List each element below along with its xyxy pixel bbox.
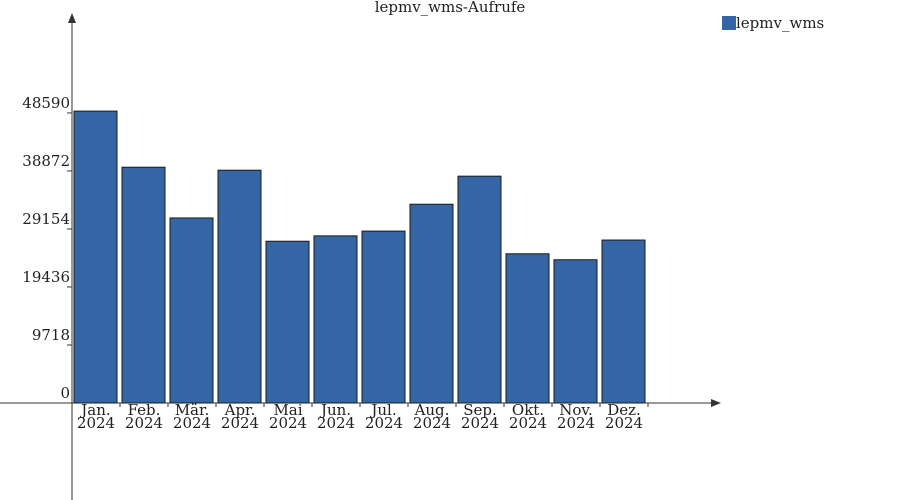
bar	[361, 230, 406, 404]
bar	[553, 259, 598, 404]
bar	[169, 217, 214, 404]
legend-swatch	[722, 16, 736, 30]
x-tick-label: Sep. 2024	[460, 401, 500, 432]
y-tick-label: 19436	[22, 268, 70, 286]
bar	[313, 235, 358, 404]
bar	[217, 169, 262, 404]
bar	[601, 239, 646, 404]
x-tick-label: Jan. 2024	[76, 401, 116, 432]
y-tick-label: 38872	[22, 152, 70, 170]
x-axis-arrow	[711, 399, 721, 407]
y-tick-label: 29154	[22, 210, 70, 228]
bar	[265, 240, 310, 404]
x-tick-label: Mai 2024	[268, 401, 308, 432]
x-tick-label: Nov. 2024	[556, 401, 596, 432]
bar	[409, 203, 454, 404]
bar	[121, 166, 166, 404]
x-tick-label: Apr. 2024	[220, 401, 260, 432]
bar	[73, 110, 118, 404]
x-tick-label: Jul. 2024	[364, 401, 404, 432]
x-tick-label: Feb. 2024	[124, 401, 164, 432]
bar	[505, 253, 550, 404]
x-tick-label: Dez. 2024	[604, 401, 644, 432]
chart-title: lepmv_wms-Aufrufe	[375, 0, 526, 16]
y-tick-label: 0	[60, 384, 70, 402]
y-tick-label: 48590	[22, 94, 70, 112]
y-tick-label: 9718	[32, 326, 70, 344]
x-tick-label: Okt. 2024	[508, 401, 548, 432]
legend-label: lepmv_wms	[736, 14, 824, 32]
y-axis-arrow	[68, 13, 76, 23]
bar	[457, 175, 502, 404]
x-tick-label: Jun. 2024	[316, 401, 356, 432]
x-tick-label: Aug. 2024	[412, 401, 452, 432]
x-tick-label: Mär. 2024	[172, 401, 212, 432]
